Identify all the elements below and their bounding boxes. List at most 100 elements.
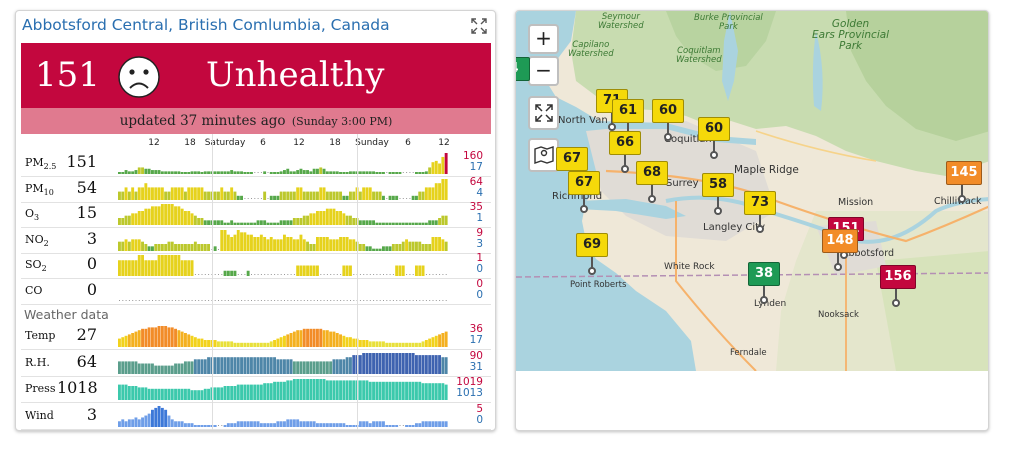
- marker-stem: [763, 286, 765, 300]
- zoom-in-button[interactable]: +: [528, 24, 559, 54]
- sparkline-bar: [207, 171, 210, 174]
- sparkline-bar: [296, 418, 300, 427]
- sparkline-bar: [421, 420, 425, 427]
- sparkline-empty-dot: [260, 299, 262, 301]
- sparkline-bar: [395, 265, 399, 276]
- pollutants-sparkline[interactable]: [118, 229, 448, 252]
- sparkline-bar: [302, 265, 306, 276]
- sparkline-bar: [151, 260, 154, 276]
- sparkline-bar: [184, 388, 187, 400]
- sparkline-bar: [368, 245, 372, 251]
- sparkline-bar: [398, 265, 402, 276]
- sparkline-bar: [127, 360, 131, 374]
- sparkline-bar: [378, 352, 382, 374]
- sparkline-bar: [157, 388, 161, 400]
- sparkline-empty-dot: [435, 274, 437, 275]
- sparkline-bar: [395, 195, 399, 200]
- weather-sparkline[interactable]: [118, 378, 448, 401]
- sparkline-bar: [118, 260, 121, 276]
- sparkline-bar: [124, 170, 128, 174]
- sparkline-bar: [299, 330, 303, 347]
- sparkline-bar: [187, 243, 191, 251]
- locate-button[interactable]: [528, 138, 559, 172]
- pollutants-sparkline[interactable]: [118, 254, 448, 277]
- sparkline-bar: [332, 380, 336, 400]
- sparkline-bar: [253, 236, 257, 251]
- sparkline-bar: [190, 335, 194, 347]
- sparkline-empty-dot: [363, 299, 365, 301]
- pollutants-min-value: 0: [476, 288, 483, 301]
- fullscreen-button[interactable]: [528, 96, 559, 130]
- sparkline-empty-dot: [270, 299, 272, 301]
- sparkline-empty-dot: [244, 299, 246, 301]
- sparkline-bar: [372, 220, 375, 225]
- aqi-station-value: 68: [636, 161, 668, 185]
- station-title-link[interactable]: Abbotsford Central, British Comlumbia, C…: [22, 16, 390, 34]
- sparkline-bar: [408, 424, 412, 427]
- sparkline-bar: [441, 215, 445, 225]
- sparkline-bar: [144, 182, 148, 200]
- sparkline-bar: [329, 208, 333, 225]
- sparkline-empty-dot: [406, 274, 408, 275]
- expand-icon[interactable]: [470, 17, 488, 35]
- sparkline-empty-dot: [168, 299, 170, 301]
- sparkline-empty-dot: [161, 299, 163, 301]
- sparkline-bar: [375, 341, 379, 347]
- sparkline-empty-dot: [145, 299, 147, 301]
- sparkline-bar: [263, 191, 267, 200]
- pollutants-sparkline[interactable]: [118, 178, 448, 201]
- sparkline-bar: [273, 195, 276, 200]
- sparkline-bar: [131, 213, 135, 225]
- pollutants-current-value: 54: [76, 177, 97, 197]
- sparkline-bar: [388, 245, 392, 251]
- pollutants-current-value: 15: [76, 203, 97, 222]
- marker-stem: [651, 185, 653, 199]
- sparkline-empty-dot: [211, 248, 213, 250]
- sparkline-bar: [415, 222, 418, 225]
- sparkline-bar: [167, 255, 171, 276]
- sparkline-bar: [121, 218, 125, 225]
- sparkline-bar: [312, 213, 316, 225]
- aqi-station-value: 66: [609, 131, 641, 155]
- sparkline-bar: [230, 422, 234, 427]
- weather-sparkline[interactable]: [118, 405, 448, 428]
- weather-label: Press: [25, 382, 55, 395]
- sparkline-bar: [335, 191, 339, 200]
- sparkline-bar: [263, 356, 267, 374]
- map-place-label: Lynden: [754, 299, 787, 309]
- sparkline-bar: [266, 222, 270, 225]
- pollutants-row-co: CO 0 0 0: [21, 278, 491, 305]
- sparkline-empty-dot: [267, 172, 269, 173]
- sparkline-empty-dot: [445, 299, 447, 301]
- pollutants-sparkline[interactable]: [118, 152, 448, 175]
- sparkline-bar: [411, 381, 415, 400]
- sparkline-bar: [292, 418, 296, 427]
- sparkline-bar: [220, 186, 224, 200]
- weather-sparkline[interactable]: [118, 352, 448, 375]
- pollutants-sparkline[interactable]: [118, 203, 448, 226]
- sparkline-bar: [302, 170, 306, 174]
- sparkline-empty-dot: [399, 424, 401, 426]
- sparkline-bar: [408, 381, 412, 400]
- sparkline-bar: [398, 381, 402, 400]
- sparkline-bar: [174, 388, 177, 400]
- sparkline-empty-dot: [402, 424, 404, 426]
- sparkline-bar: [322, 186, 326, 200]
- sparkline-bar: [385, 381, 389, 400]
- sparkline-bar: [164, 365, 168, 374]
- map-place-label: Maple Ridge: [734, 164, 799, 176]
- sparkline-bar: [444, 331, 448, 347]
- weather-sparkline[interactable]: [118, 325, 448, 348]
- map-place-label: Point Roberts: [570, 280, 627, 290]
- sparkline-bar: [207, 424, 210, 427]
- sparkline-empty-dot: [419, 299, 421, 301]
- zoom-out-button[interactable]: −: [528, 56, 559, 86]
- sparkline-bar: [137, 186, 141, 200]
- sparkline-bar: [398, 342, 402, 347]
- sparkline-bar: [339, 422, 342, 427]
- sparkline-bar: [438, 163, 441, 174]
- pollutants-sparkline[interactable]: [118, 280, 448, 303]
- sparkline-bar: [134, 331, 138, 347]
- pollutants-label-subscript: 2: [41, 264, 47, 274]
- aqi-station-value: 145: [946, 161, 982, 185]
